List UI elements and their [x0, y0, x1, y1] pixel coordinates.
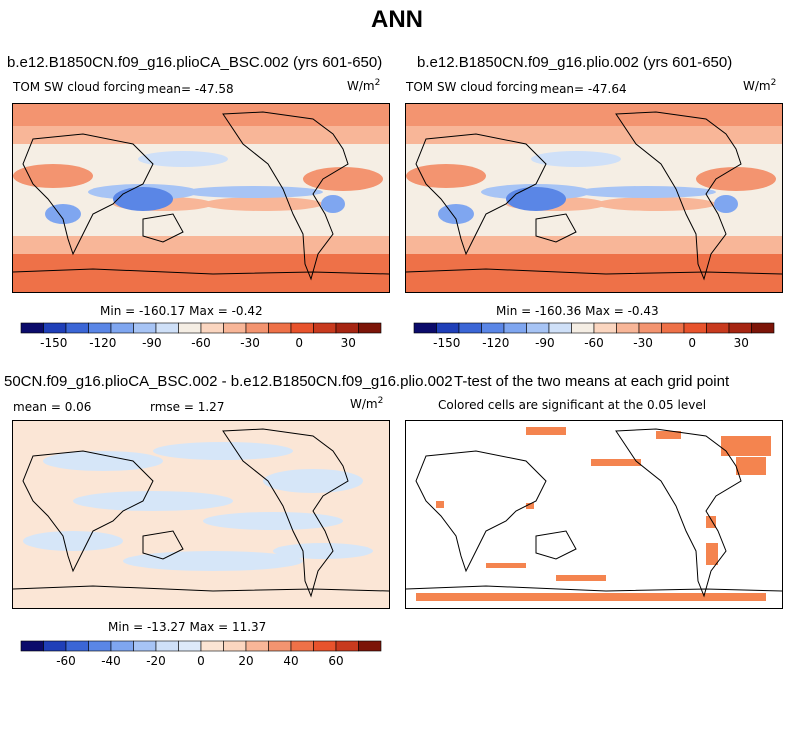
colorbar-2-swatch-3 [481, 322, 505, 334]
colorbar-2: -150 -120 -90 -60 -30 0 30 [413, 322, 775, 350]
panel-2-map-svg [406, 104, 782, 292]
colorbar-1-tick-label: -60 [191, 336, 211, 350]
panel-3-units: W/m2 [350, 396, 384, 411]
colorbar-1-swatch-12 [290, 322, 314, 334]
panel-3-map-svg [13, 421, 389, 608]
colorbar-1-tick-label: 0 [295, 336, 303, 350]
colorbar-2-tick-label: -150 [433, 336, 460, 350]
colorbar-3-swatch-3 [88, 640, 112, 652]
colorbar-3-swatch-10 [245, 640, 269, 652]
panel-3-title: 50CN.f09_g16.plioCA_BSC.002 - b.e12.B185… [4, 373, 453, 390]
panel-2-field-label: TOM SW cloud forcing [406, 80, 538, 94]
colorbar-1-swatch-3 [88, 322, 112, 334]
colorbar-3-swatch-6 [155, 640, 179, 652]
colorbar-3-tick-label: 40 [283, 654, 298, 668]
panel-1-map-svg [13, 104, 389, 292]
colorbar-3-swatch-7 [178, 640, 202, 652]
colorbar-1-swatch-13 [313, 322, 337, 334]
panel-2-map [405, 103, 783, 293]
colorbar-2-tick-label: -120 [482, 336, 509, 350]
colorbar-2-tick-label: -30 [633, 336, 653, 350]
colorbar-1-swatch-11 [268, 322, 292, 334]
colorbar-3-swatch-5 [133, 640, 157, 652]
colorbar-1-swatch-14 [335, 322, 359, 334]
panel-3-rmse: rmse = 1.27 [150, 400, 225, 414]
colorbar-2-swatch-10 [638, 322, 662, 334]
colorbar-1-tick-label: -120 [89, 336, 116, 350]
colorbar-1-swatch-8 [200, 322, 224, 334]
colorbar-3-tick-label: 20 [238, 654, 253, 668]
colorbar-3: -60 -40 -20 0 20 40 60 [20, 640, 382, 668]
panel-1-mean: mean= -47.58 [147, 82, 234, 96]
figure-title: ANN [371, 6, 423, 33]
colorbar-3-swatch-12 [290, 640, 314, 652]
colorbar-1-swatch-0 [20, 322, 44, 334]
colorbar-2-swatch-13 [706, 322, 730, 334]
panel-1-minmax: Min = -160.17 Max = -0.42 [100, 304, 263, 318]
panel-4-title: T-test of the two means at each grid poi… [454, 373, 730, 390]
colorbar-2-swatch-15 [751, 322, 775, 334]
colorbar-3-swatch-11 [268, 640, 292, 652]
colorbar-1-tick-label: -90 [142, 336, 162, 350]
colorbar-3-swatch-9 [223, 640, 247, 652]
colorbar-2-tick-label: 30 [734, 336, 749, 350]
panel-3-minmax: Min = -13.27 Max = 11.37 [108, 620, 267, 634]
panel-4-map [405, 420, 783, 609]
colorbar-2-swatch-5 [526, 322, 550, 334]
colorbar-3-tick-label: -20 [146, 654, 166, 668]
colorbar-2-swatch-9 [616, 322, 640, 334]
panel-3-mean: mean = 0.06 [13, 400, 92, 414]
colorbar-2-swatch-2 [458, 322, 482, 334]
colorbar-2-swatch-4 [503, 322, 527, 334]
colorbar-3-swatch-14 [335, 640, 359, 652]
colorbar-3-swatch-8 [200, 640, 224, 652]
colorbar-3-tick-label: -40 [101, 654, 121, 668]
colorbar-3-swatch-4 [110, 640, 134, 652]
panel-4-map-svg [406, 421, 782, 608]
colorbar-3-swatch-15 [358, 640, 382, 652]
colorbar-2-swatch-0 [413, 322, 437, 334]
colorbar-1-swatch-5 [133, 322, 157, 334]
colorbar-1-swatch-6 [155, 322, 179, 334]
colorbar-1-tick-label: -150 [40, 336, 67, 350]
colorbar-2-swatch-8 [593, 322, 617, 334]
panel-1-units: W/m2 [347, 78, 381, 93]
panel-1-title: b.e12.B1850CN.f09_g16.plioCA_BSC.002 (yr… [7, 54, 383, 71]
colorbar-1-swatch-10 [245, 322, 269, 334]
panel-3-map [12, 420, 390, 609]
panel-4-subtitle: Colored cells are significant at the 0.0… [438, 398, 707, 412]
colorbar-1-swatch-4 [110, 322, 134, 334]
colorbar-1-swatch-9 [223, 322, 247, 334]
colorbar-2-swatch-14 [728, 322, 752, 334]
colorbar-1-tick-label: 30 [341, 336, 356, 350]
colorbar-3-swatch-1 [43, 640, 67, 652]
panel-1-map [12, 103, 390, 293]
colorbar-3-tick-label: 60 [328, 654, 343, 668]
colorbar-2-swatch-12 [683, 322, 707, 334]
panel-2-units: W/m2 [743, 78, 777, 93]
colorbar-1: -150 -120 -90 -60 -30 0 30 [20, 322, 382, 350]
colorbar-2-swatch-11 [661, 322, 685, 334]
panel-2-mean: mean= -47.64 [540, 82, 627, 96]
panel-1-field-label: TOM SW cloud forcing [13, 80, 145, 94]
colorbar-2-swatch-7 [571, 322, 595, 334]
colorbar-2-swatch-6 [548, 322, 572, 334]
colorbar-3-tick-label: 0 [197, 654, 205, 668]
panel-2-minmax: Min = -160.36 Max = -0.43 [496, 304, 659, 318]
colorbar-1-tick-label: -30 [240, 336, 260, 350]
colorbar-1-swatch-7 [178, 322, 202, 334]
colorbar-1-swatch-2 [65, 322, 89, 334]
colorbar-2-tick-label: -60 [584, 336, 604, 350]
colorbar-2-tick-label: -90 [535, 336, 555, 350]
colorbar-3-tick-label: -60 [56, 654, 76, 668]
colorbar-3-swatch-0 [20, 640, 44, 652]
colorbar-3-swatch-2 [65, 640, 89, 652]
colorbar-2-swatch-1 [436, 322, 460, 334]
colorbar-1-swatch-15 [358, 322, 382, 334]
colorbar-1-swatch-1 [43, 322, 67, 334]
colorbar-3-swatch-13 [313, 640, 337, 652]
panel-2-title: b.e12.B1850CN.f09_g16.plio.002 (yrs 601-… [417, 54, 733, 71]
colorbar-2-tick-label: 0 [688, 336, 696, 350]
